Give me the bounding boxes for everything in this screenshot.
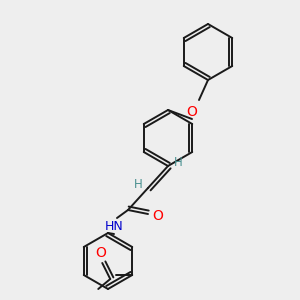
- Text: O: O: [95, 246, 106, 260]
- Text: HN: HN: [105, 220, 123, 232]
- Text: O: O: [153, 209, 164, 223]
- Text: H: H: [134, 178, 142, 191]
- Text: H: H: [174, 157, 182, 169]
- Text: O: O: [187, 105, 197, 119]
